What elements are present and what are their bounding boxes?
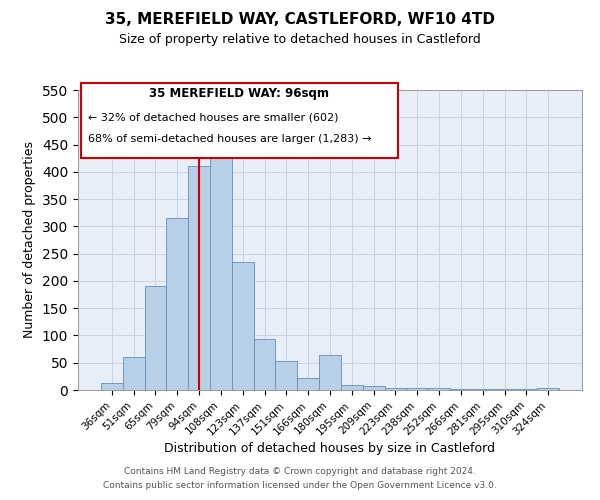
- Bar: [232, 262, 254, 390]
- Bar: [363, 386, 385, 390]
- Text: 35, MEREFIELD WAY, CASTLEFORD, WF10 4TD: 35, MEREFIELD WAY, CASTLEFORD, WF10 4TD: [105, 12, 495, 28]
- Bar: [123, 358, 145, 390]
- Bar: [385, 388, 406, 390]
- Bar: [515, 389, 537, 390]
- FancyBboxPatch shape: [80, 82, 398, 158]
- Bar: [472, 389, 494, 390]
- Bar: [254, 340, 275, 390]
- Text: 68% of semi-detached houses are larger (1,283) →: 68% of semi-detached houses are larger (…: [88, 134, 371, 143]
- Text: Size of property relative to detached houses in Castleford: Size of property relative to detached ho…: [119, 32, 481, 46]
- Bar: [428, 388, 450, 390]
- Bar: [537, 388, 559, 390]
- Bar: [450, 389, 472, 390]
- Bar: [275, 361, 297, 390]
- Bar: [145, 286, 166, 390]
- Bar: [188, 166, 210, 390]
- Bar: [341, 385, 363, 390]
- Text: 35 MEREFIELD WAY: 96sqm: 35 MEREFIELD WAY: 96sqm: [149, 87, 329, 100]
- Bar: [210, 156, 232, 390]
- Text: Contains public sector information licensed under the Open Government Licence v3: Contains public sector information licen…: [103, 481, 497, 490]
- Y-axis label: Number of detached properties: Number of detached properties: [23, 142, 37, 338]
- X-axis label: Distribution of detached houses by size in Castleford: Distribution of detached houses by size …: [164, 442, 496, 455]
- Text: Contains HM Land Registry data © Crown copyright and database right 2024.: Contains HM Land Registry data © Crown c…: [124, 467, 476, 476]
- Text: ← 32% of detached houses are smaller (602): ← 32% of detached houses are smaller (60…: [88, 112, 338, 122]
- Bar: [406, 388, 428, 390]
- Bar: [297, 378, 319, 390]
- Bar: [494, 389, 515, 390]
- Bar: [101, 383, 123, 390]
- Bar: [166, 218, 188, 390]
- Bar: [319, 354, 341, 390]
